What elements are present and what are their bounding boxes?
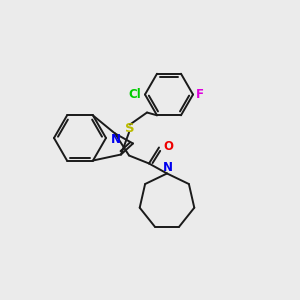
Text: Cl: Cl xyxy=(128,88,141,101)
Text: N: N xyxy=(163,161,173,174)
Text: F: F xyxy=(196,88,204,101)
Text: S: S xyxy=(125,122,135,135)
Text: O: O xyxy=(163,140,173,153)
Text: N: N xyxy=(111,133,121,146)
